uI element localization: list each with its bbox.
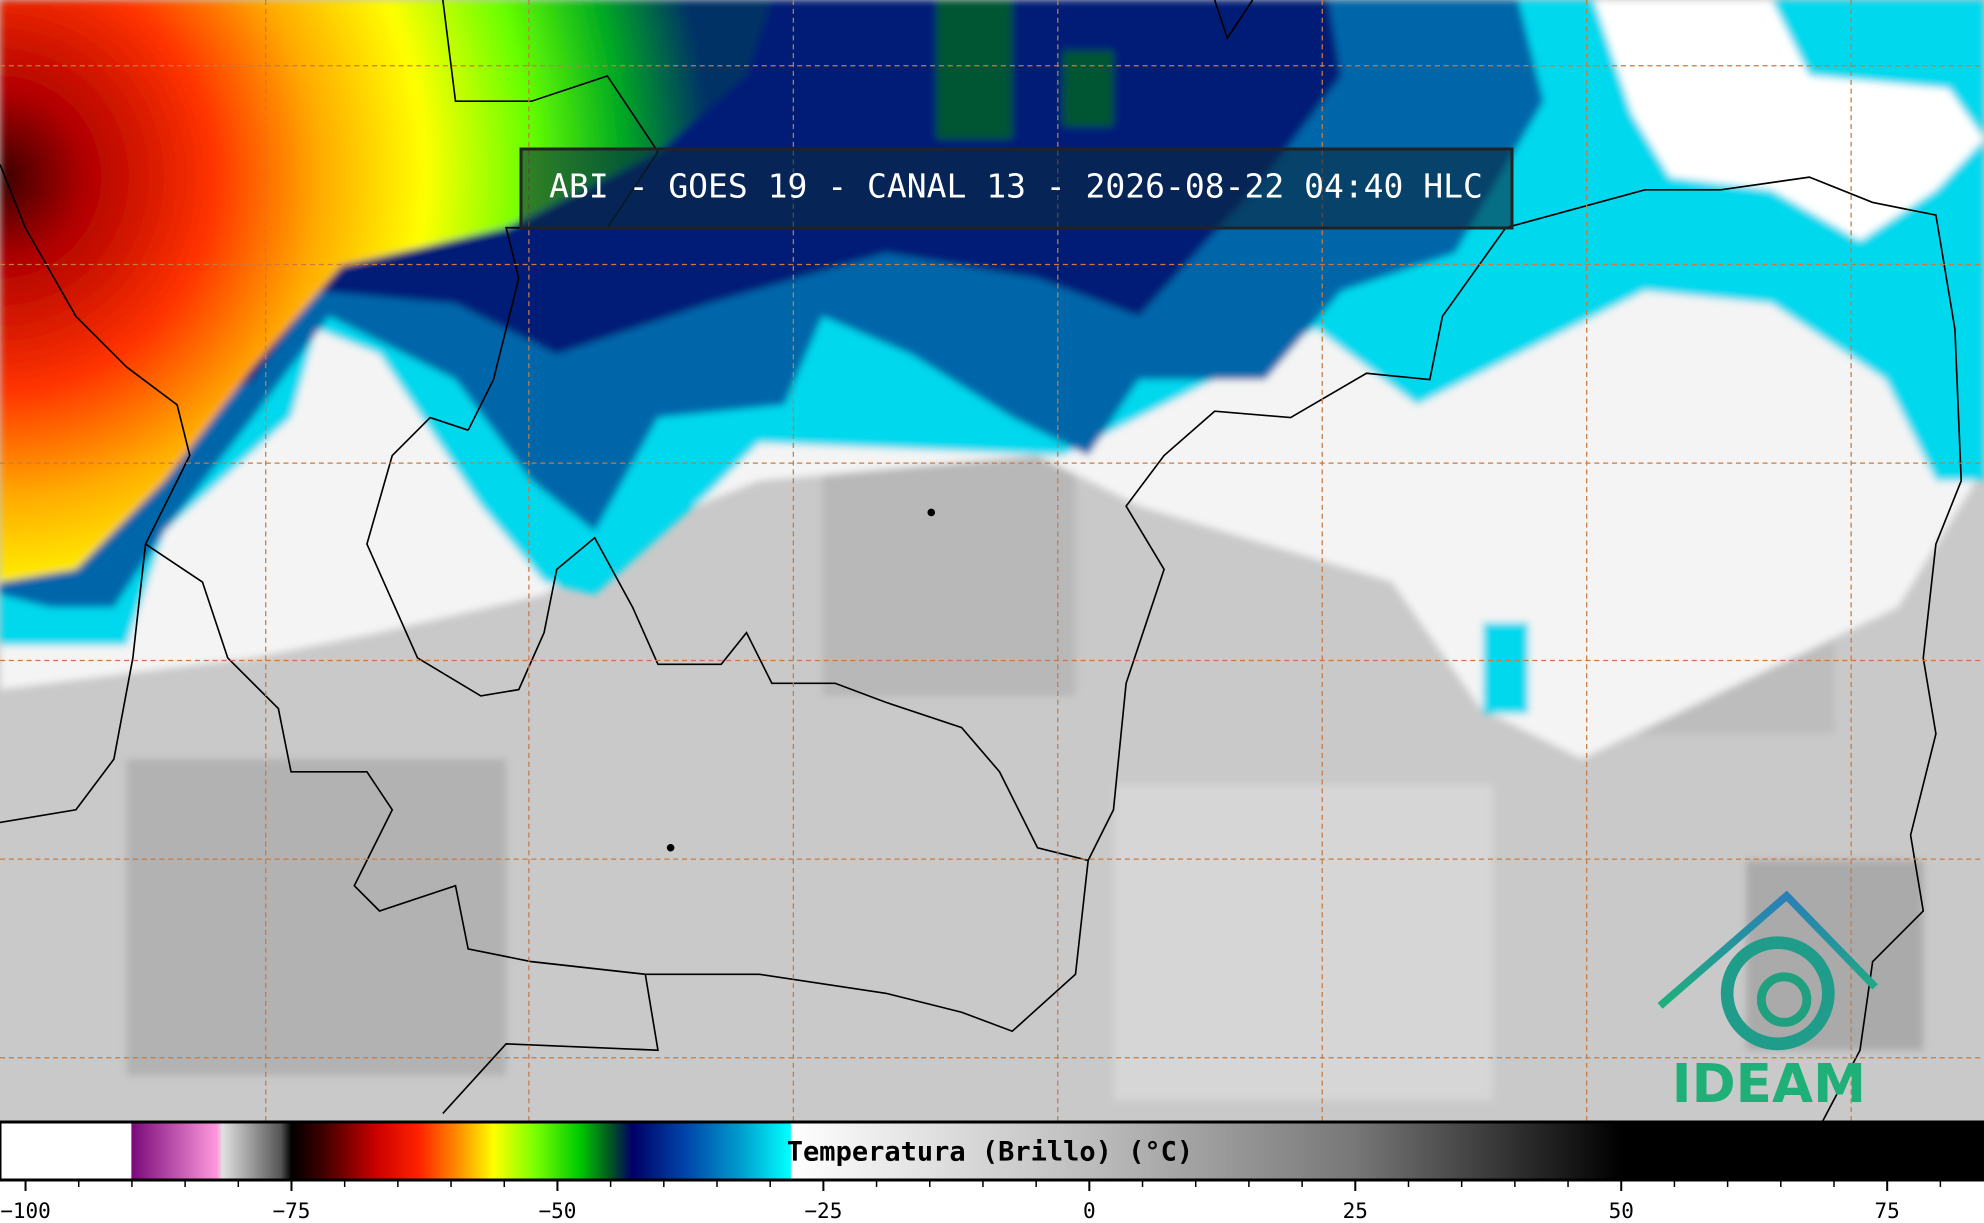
colorbar: Temperatura (Brillo) (°C) −100 −75 −50 −25 0… — [0, 1120, 1984, 1223]
cloud-field — [936, 0, 1013, 140]
border — [645, 860, 1089, 1033]
colorbar-label: Temperatura (Brillo) (°C) — [787, 1137, 1193, 1168]
tick-label: −50 — [538, 1199, 576, 1223]
border — [145, 543, 659, 1115]
cloud-field — [1062, 50, 1114, 127]
border — [1213, 0, 1254, 40]
border — [0, 164, 191, 824]
cloud-field — [1594, 0, 1984, 241]
tick-label: −25 — [804, 1199, 842, 1223]
cloud-field — [822, 442, 1076, 696]
borders — [0, 0, 1963, 1123]
title: ABI - GOES 19 - CANAL 13 - 2026-08-22 04… — [549, 167, 1483, 206]
logo-swirl — [1720, 936, 1835, 1051]
city-marker — [927, 508, 936, 517]
tick-label: 75 — [1875, 1199, 1900, 1223]
tick-label: −100 — [0, 1199, 51, 1223]
logo-swirl — [1756, 972, 1812, 1027]
colorbar-ramp — [0, 1120, 1984, 1182]
logo-roof — [1657, 890, 1878, 1009]
cloud-field — [1113, 784, 1494, 1101]
tick-label: −75 — [273, 1199, 311, 1223]
title-box — [519, 147, 1514, 230]
logo: IDEAM — [1657, 890, 1878, 1115]
tick-label: 50 — [1609, 1199, 1634, 1223]
cloud-field — [126, 759, 507, 1076]
tick-label: 0 — [1083, 1199, 1096, 1223]
city-marker — [666, 843, 675, 852]
border — [366, 176, 1963, 1123]
tick-label: 25 — [1343, 1199, 1368, 1223]
logo-text: IDEAM — [1672, 1053, 1866, 1115]
cloud-field — [1482, 622, 1529, 714]
cloud-field — [0, 0, 772, 583]
